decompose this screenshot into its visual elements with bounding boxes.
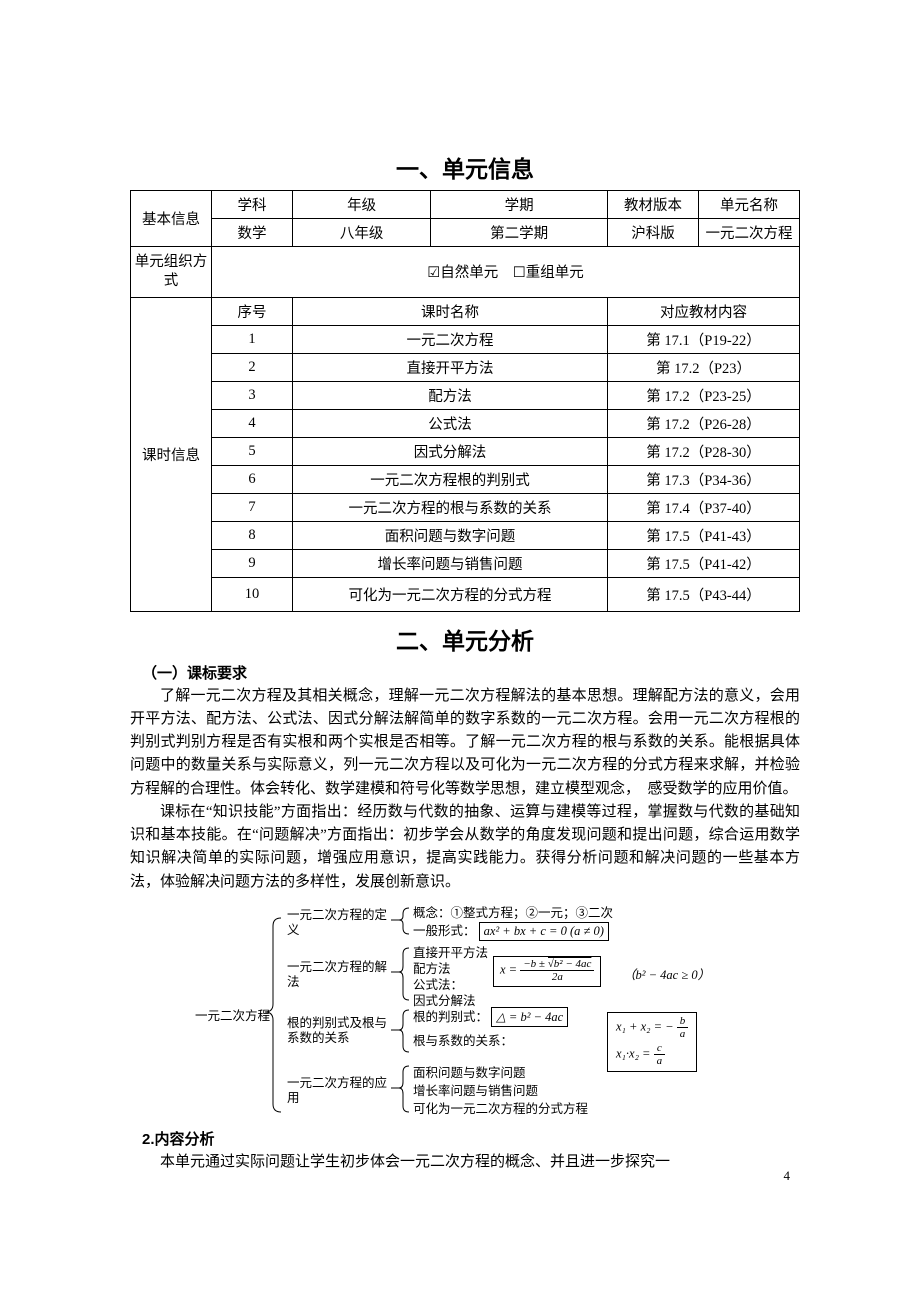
diagram-g2-label: 一元二次方程的解法: [287, 960, 397, 990]
table-cell: 一元二次方程的根与系数的关系: [293, 493, 608, 521]
table-cell: 4: [212, 409, 293, 437]
diagram-g3-a-prefix: 根的判别式：: [413, 1010, 488, 1024]
unit-info-table: 基本信息 学科 年级 学期 教材版本 单元名称 数学 八年级 第二学期 沪科版 …: [130, 190, 800, 612]
vieta-prod-lhs: x₁·x₂ =: [616, 1047, 650, 1061]
table-cell: 第 17.5（P41-43）: [608, 521, 800, 549]
subhead-content: 2.内容分析: [142, 1128, 800, 1149]
basic-info-label: 基本信息: [131, 191, 212, 247]
table-cell: 增长率问题与销售问题: [293, 549, 608, 577]
diagram-g3-a: 根的判别式： △ = b² − 4ac: [413, 1006, 568, 1027]
diagram-g1-label: 一元二次方程的定义: [287, 908, 397, 938]
diagram-g4-label: 一元二次方程的应用: [287, 1076, 397, 1106]
diagram-g1-b-formula: ax² + bx + c = 0 (a ≠ 0): [479, 922, 609, 941]
cell-unit-name: 一元二次方程: [699, 219, 800, 247]
cell-term: 第二学期: [431, 219, 608, 247]
cell-subject: 数学: [212, 219, 293, 247]
lesson-info-label: 课时信息: [131, 297, 212, 611]
table-cell: 3: [212, 381, 293, 409]
table-cell: 第 17.2（P23-25）: [608, 381, 800, 409]
concept-diagram: 一元二次方程 一元二次方程的定义 概念：①整式方程；②一元；③二次 一般形式： …: [195, 902, 735, 1122]
diagram-g4-c: 可化为一元二次方程的分式方程: [413, 1098, 588, 1117]
table-cell: 2: [212, 353, 293, 381]
cell-edition: 沪科版: [608, 219, 699, 247]
paragraph-3: 本单元通过实际问题让学生初步体会一元二次方程的概念、并且进一步探究一: [130, 1151, 800, 1174]
subhead-standards: （一）课标要求: [130, 662, 800, 683]
table-cell: 第 17.5（P41-42）: [608, 549, 800, 577]
vieta-sum-num: b: [677, 1015, 689, 1028]
diagram-root: 一元二次方程: [195, 1005, 270, 1024]
diagram-vieta: x₁ + x₂ = − ba x₁·x₂ = ca: [607, 1012, 697, 1072]
th-lesson-no: 序号: [212, 297, 293, 325]
page-number: 4: [784, 1168, 791, 1184]
section-2-title: 二、单元分析: [130, 622, 800, 656]
table-cell: 第 17.3（P34-36）: [608, 465, 800, 493]
diagram-g1-a: 概念：①整式方程；②一元；③二次: [413, 902, 613, 921]
table-cell: 第 17.4（P37-40）: [608, 493, 800, 521]
table-cell: 8: [212, 521, 293, 549]
table-cell: 第 17.2（P28-30）: [608, 437, 800, 465]
table-cell: 9: [212, 549, 293, 577]
table-cell: 因式分解法: [293, 437, 608, 465]
table-cell: 第 17.1（P19-22）: [608, 325, 800, 353]
diagram-discriminant: △ = b² − 4ac: [491, 1007, 568, 1027]
th-term: 学期: [431, 191, 608, 219]
th-unit-name: 单元名称: [699, 191, 800, 219]
table-cell: 第 17.2（P26-28）: [608, 409, 800, 437]
paragraph-1: 了解一元二次方程及其相关概念，理解一元二次方程解法的基本思想。理解配方法的意义，…: [130, 685, 800, 801]
cell-grade: 八年级: [293, 219, 431, 247]
vieta-prod-num: c: [654, 1042, 666, 1055]
vieta-prod-den: a: [654, 1055, 666, 1067]
diagram-g4-b: 增长率问题与销售问题: [413, 1080, 538, 1099]
th-grade: 年级: [293, 191, 431, 219]
org-value: ☑自然单元 ☐重组单元: [212, 247, 800, 298]
table-cell: 配方法: [293, 381, 608, 409]
diagram-quadratic-formula: x = −b ± √b² − 4ac 2a: [493, 956, 601, 987]
table-cell: 可化为一元二次方程的分式方程: [293, 577, 608, 611]
table-cell: 第 17.5（P43-44）: [608, 577, 800, 611]
th-subject: 学科: [212, 191, 293, 219]
table-cell: 7: [212, 493, 293, 521]
th-edition: 教材版本: [608, 191, 699, 219]
table-cell: 第 17.2（P23）: [608, 353, 800, 381]
formula-numerator: −b ± √b² − 4ac: [520, 958, 594, 971]
paragraph-2: 课标在“知识技能”方面指出：经历数与代数的抽象、运算与建模等过程，掌握数与代数的…: [130, 801, 800, 894]
diagram-g1-b-prefix: 一般形式：: [413, 924, 476, 938]
table-cell: 5: [212, 437, 293, 465]
table-cell: 直接开平方法: [293, 353, 608, 381]
th-lesson-name: 课时名称: [293, 297, 608, 325]
table-cell: 1: [212, 325, 293, 353]
table-cell: 一元二次方程根的判别式: [293, 465, 608, 493]
diagram-formula-condition: （b² − 4ac ≥ 0）: [623, 964, 710, 983]
diagram-g3-b: 根与系数的关系：: [413, 1030, 513, 1049]
org-label: 单元组织方式: [131, 247, 212, 298]
table-cell: 10: [212, 577, 293, 611]
table-cell: 6: [212, 465, 293, 493]
diagram-g3-label: 根的判别式及根与系数的关系: [287, 1016, 397, 1046]
formula-denominator: 2a: [520, 971, 594, 983]
diagram-g1-b: 一般形式： ax² + bx + c = 0 (a ≠ 0): [413, 920, 609, 941]
diagram-g4-a: 面积问题与数字问题: [413, 1062, 526, 1081]
table-cell: 面积问题与数字问题: [293, 521, 608, 549]
section-1-title: 一、单元信息: [130, 150, 800, 184]
vieta-sum-lhs: x₁ + x₂ = −: [616, 1019, 674, 1033]
table-cell: 公式法: [293, 409, 608, 437]
table-cell: 一元二次方程: [293, 325, 608, 353]
vieta-sum-den: a: [677, 1028, 689, 1040]
th-lesson-ref: 对应教材内容: [608, 297, 800, 325]
